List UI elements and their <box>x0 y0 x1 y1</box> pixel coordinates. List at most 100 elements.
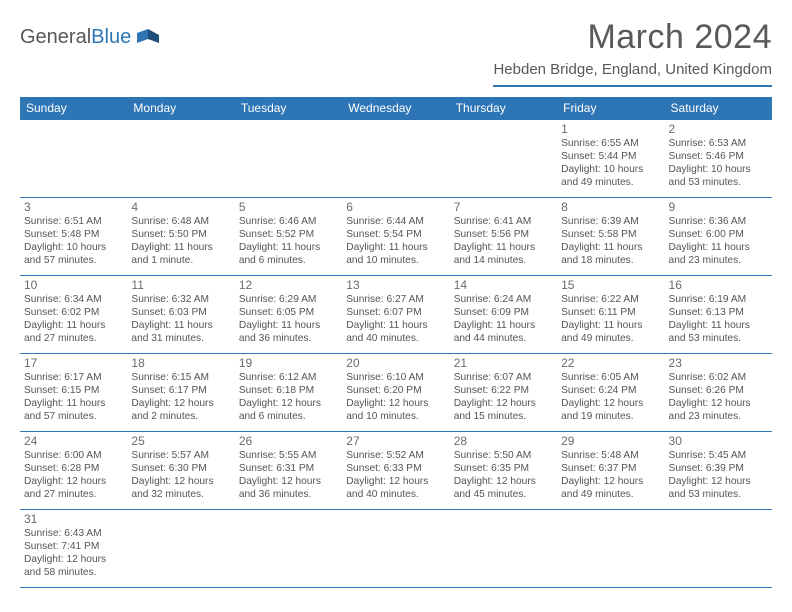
day-number: 31 <box>24 512 123 526</box>
calendar-cell <box>127 120 234 198</box>
day-info: Sunrise: 6:10 AMSunset: 6:20 PMDaylight:… <box>346 371 445 423</box>
day-info: Sunrise: 6:19 AMSunset: 6:13 PMDaylight:… <box>669 293 768 345</box>
calendar-cell: 22Sunrise: 6:05 AMSunset: 6:24 PMDayligh… <box>557 354 664 432</box>
calendar-cell: 24Sunrise: 6:00 AMSunset: 6:28 PMDayligh… <box>20 432 127 510</box>
calendar-cell: 20Sunrise: 6:10 AMSunset: 6:20 PMDayligh… <box>342 354 449 432</box>
day-number: 11 <box>131 278 230 292</box>
calendar-cell: 17Sunrise: 6:17 AMSunset: 6:15 PMDayligh… <box>20 354 127 432</box>
day-info: Sunrise: 6:29 AMSunset: 6:05 PMDaylight:… <box>239 293 338 345</box>
calendar-cell <box>235 120 342 198</box>
day-number: 13 <box>346 278 445 292</box>
day-info: Sunrise: 6:53 AMSunset: 5:46 PMDaylight:… <box>669 137 768 189</box>
day-number: 23 <box>669 356 768 370</box>
day-info: Sunrise: 6:17 AMSunset: 6:15 PMDaylight:… <box>24 371 123 423</box>
day-info: Sunrise: 6:15 AMSunset: 6:17 PMDaylight:… <box>131 371 230 423</box>
brand-name-a: General <box>20 26 91 48</box>
day-info: Sunrise: 6:39 AMSunset: 5:58 PMDaylight:… <box>561 215 660 267</box>
calendar-row: 1Sunrise: 6:55 AMSunset: 5:44 PMDaylight… <box>20 120 772 198</box>
calendar-row: 10Sunrise: 6:34 AMSunset: 6:02 PMDayligh… <box>20 276 772 354</box>
day-number: 29 <box>561 434 660 448</box>
day-number: 15 <box>561 278 660 292</box>
calendar-cell <box>342 510 449 588</box>
calendar-cell <box>342 120 449 198</box>
day-info: Sunrise: 6:12 AMSunset: 6:18 PMDaylight:… <box>239 371 338 423</box>
title-block: March 2024 Hebden Bridge, England, Unite… <box>493 18 772 89</box>
calendar-row: 3Sunrise: 6:51 AMSunset: 5:48 PMDaylight… <box>20 198 772 276</box>
location-subtitle: Hebden Bridge, England, United Kingdom <box>493 61 772 78</box>
day-number: 26 <box>239 434 338 448</box>
day-number: 22 <box>561 356 660 370</box>
day-number: 8 <box>561 200 660 214</box>
day-number: 18 <box>131 356 230 370</box>
calendar-cell: 7Sunrise: 6:41 AMSunset: 5:56 PMDaylight… <box>450 198 557 276</box>
day-number: 19 <box>239 356 338 370</box>
day-info: Sunrise: 6:51 AMSunset: 5:48 PMDaylight:… <box>24 215 123 267</box>
day-info: Sunrise: 6:07 AMSunset: 6:22 PMDaylight:… <box>454 371 553 423</box>
day-info: Sunrise: 6:24 AMSunset: 6:09 PMDaylight:… <box>454 293 553 345</box>
page-title: March 2024 <box>493 18 772 57</box>
brand-logo: GeneralBlue <box>20 26 159 49</box>
day-number: 28 <box>454 434 553 448</box>
day-info: Sunrise: 6:36 AMSunset: 6:00 PMDaylight:… <box>669 215 768 267</box>
calendar-cell: 29Sunrise: 5:48 AMSunset: 6:37 PMDayligh… <box>557 432 664 510</box>
day-info: Sunrise: 6:34 AMSunset: 6:02 PMDaylight:… <box>24 293 123 345</box>
calendar-cell: 26Sunrise: 5:55 AMSunset: 6:31 PMDayligh… <box>235 432 342 510</box>
calendar-cell: 1Sunrise: 6:55 AMSunset: 5:44 PMDaylight… <box>557 120 664 198</box>
day-number: 20 <box>346 356 445 370</box>
day-info: Sunrise: 6:46 AMSunset: 5:52 PMDaylight:… <box>239 215 338 267</box>
day-info: Sunrise: 5:55 AMSunset: 6:31 PMDaylight:… <box>239 449 338 501</box>
day-number: 30 <box>669 434 768 448</box>
day-info: Sunrise: 5:57 AMSunset: 6:30 PMDaylight:… <box>131 449 230 501</box>
calendar-cell: 5Sunrise: 6:46 AMSunset: 5:52 PMDaylight… <box>235 198 342 276</box>
calendar-cell: 6Sunrise: 6:44 AMSunset: 5:54 PMDaylight… <box>342 198 449 276</box>
weekday-header: Friday <box>557 97 664 120</box>
day-number: 5 <box>239 200 338 214</box>
calendar-cell <box>450 510 557 588</box>
day-number: 4 <box>131 200 230 214</box>
weekday-header: Tuesday <box>235 97 342 120</box>
calendar-cell: 28Sunrise: 5:50 AMSunset: 6:35 PMDayligh… <box>450 432 557 510</box>
calendar-cell <box>127 510 234 588</box>
day-number: 2 <box>669 122 768 136</box>
calendar-cell <box>20 120 127 198</box>
flag-icon <box>137 29 159 47</box>
day-number: 7 <box>454 200 553 214</box>
day-number: 24 <box>24 434 123 448</box>
day-info: Sunrise: 5:45 AMSunset: 6:39 PMDaylight:… <box>669 449 768 501</box>
day-info: Sunrise: 6:32 AMSunset: 6:03 PMDaylight:… <box>131 293 230 345</box>
header: GeneralBlue March 2024 Hebden Bridge, En… <box>20 18 772 89</box>
calendar-row: 31Sunrise: 6:43 AMSunset: 7:41 PMDayligh… <box>20 510 772 588</box>
brand-name-b: Blue <box>91 26 131 48</box>
day-number: 12 <box>239 278 338 292</box>
calendar-cell: 4Sunrise: 6:48 AMSunset: 5:50 PMDaylight… <box>127 198 234 276</box>
day-number: 21 <box>454 356 553 370</box>
day-number: 16 <box>669 278 768 292</box>
day-number: 14 <box>454 278 553 292</box>
calendar-cell <box>665 510 772 588</box>
day-info: Sunrise: 6:44 AMSunset: 5:54 PMDaylight:… <box>346 215 445 267</box>
day-info: Sunrise: 5:50 AMSunset: 6:35 PMDaylight:… <box>454 449 553 501</box>
calendar-cell: 27Sunrise: 5:52 AMSunset: 6:33 PMDayligh… <box>342 432 449 510</box>
calendar-cell: 30Sunrise: 5:45 AMSunset: 6:39 PMDayligh… <box>665 432 772 510</box>
weekday-header: Wednesday <box>342 97 449 120</box>
day-number: 1 <box>561 122 660 136</box>
calendar-row: 24Sunrise: 6:00 AMSunset: 6:28 PMDayligh… <box>20 432 772 510</box>
day-number: 27 <box>346 434 445 448</box>
day-info: Sunrise: 6:22 AMSunset: 6:11 PMDaylight:… <box>561 293 660 345</box>
calendar-table: Sunday Monday Tuesday Wednesday Thursday… <box>20 97 772 588</box>
calendar-cell: 23Sunrise: 6:02 AMSunset: 6:26 PMDayligh… <box>665 354 772 432</box>
calendar-cell: 15Sunrise: 6:22 AMSunset: 6:11 PMDayligh… <box>557 276 664 354</box>
day-info: Sunrise: 6:41 AMSunset: 5:56 PMDaylight:… <box>454 215 553 267</box>
day-number: 17 <box>24 356 123 370</box>
calendar-body: 1Sunrise: 6:55 AMSunset: 5:44 PMDaylight… <box>20 120 772 588</box>
calendar-cell: 13Sunrise: 6:27 AMSunset: 6:07 PMDayligh… <box>342 276 449 354</box>
calendar-cell <box>235 510 342 588</box>
day-info: Sunrise: 5:52 AMSunset: 6:33 PMDaylight:… <box>346 449 445 501</box>
day-number: 9 <box>669 200 768 214</box>
day-info: Sunrise: 6:02 AMSunset: 6:26 PMDaylight:… <box>669 371 768 423</box>
weekday-header: Saturday <box>665 97 772 120</box>
day-number: 10 <box>24 278 123 292</box>
day-info: Sunrise: 6:43 AMSunset: 7:41 PMDaylight:… <box>24 527 123 579</box>
calendar-cell: 2Sunrise: 6:53 AMSunset: 5:46 PMDaylight… <box>665 120 772 198</box>
calendar-cell: 12Sunrise: 6:29 AMSunset: 6:05 PMDayligh… <box>235 276 342 354</box>
